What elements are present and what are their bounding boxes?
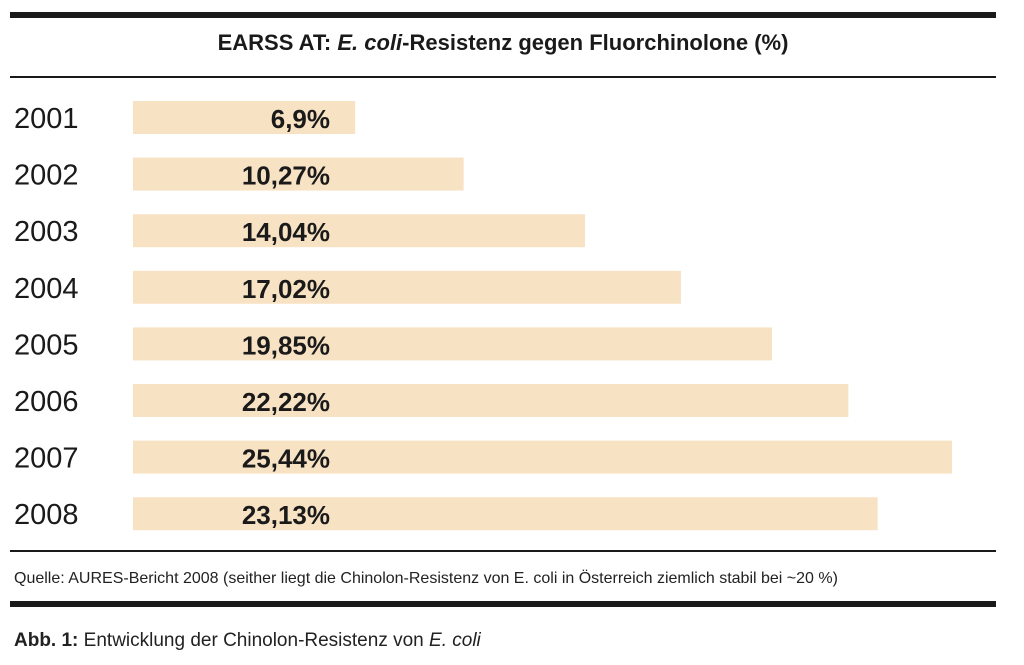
chart-title: EARSS AT: E. coli-Resistenz gegen Fluorc… bbox=[10, 30, 996, 56]
caption-text: Entwicklung der Chinolon-Resistenz von bbox=[78, 630, 430, 651]
bar-2001 bbox=[133, 101, 356, 134]
value-label-2003: 14,04% bbox=[242, 217, 330, 247]
bar-2006 bbox=[133, 384, 849, 417]
bottom-rule bbox=[10, 601, 996, 607]
year-label-2002: 2002 bbox=[14, 160, 79, 192]
value-label-2004: 17,02% bbox=[242, 274, 330, 304]
bar-2005 bbox=[133, 327, 773, 361]
top-rule bbox=[10, 12, 996, 18]
chart-bottom-rule bbox=[10, 550, 996, 552]
value-label-2006: 22,22% bbox=[242, 387, 330, 417]
figure-caption: Abb. 1: Entwicklung der Chinolon-Resiste… bbox=[14, 630, 481, 652]
bar-chart: 2001 6,9% 2002 10,27% 2003 14,04% 2004 17,02% 20… bbox=[14, 101, 952, 531]
bar-2004 bbox=[133, 270, 681, 304]
bar-2007 bbox=[133, 440, 952, 474]
title-divider bbox=[10, 76, 996, 78]
title-italic: E. coli bbox=[337, 30, 403, 55]
title-prefix: EARSS AT: bbox=[217, 30, 338, 55]
bar-2002 bbox=[133, 157, 464, 191]
year-label-2001: 2001 bbox=[14, 103, 79, 135]
year-label-2004: 2004 bbox=[14, 273, 79, 305]
source-note: Quelle: AURES-Bericht 2008 (seither lieg… bbox=[14, 570, 838, 587]
caption-label: Abb. 1: bbox=[14, 630, 79, 651]
value-label-2001: 6,9% bbox=[271, 104, 330, 134]
bar-2008 bbox=[133, 497, 878, 531]
value-label-2005: 19,85% bbox=[242, 330, 330, 360]
year-label-2008: 2008 bbox=[14, 499, 79, 531]
caption-italic: E. coli bbox=[429, 630, 481, 651]
value-label-2002: 10,27% bbox=[242, 161, 330, 191]
year-label-2003: 2003 bbox=[14, 216, 79, 248]
title-suffix: -Resistenz gegen Fluorchinolone (%) bbox=[402, 30, 789, 55]
year-label-2006: 2006 bbox=[14, 386, 79, 418]
bar-2003 bbox=[133, 214, 585, 248]
year-label-2005: 2005 bbox=[14, 329, 79, 361]
value-label-2007: 25,44% bbox=[242, 444, 330, 474]
value-label-2008: 23,13% bbox=[242, 500, 330, 530]
year-label-2007: 2007 bbox=[14, 443, 79, 475]
